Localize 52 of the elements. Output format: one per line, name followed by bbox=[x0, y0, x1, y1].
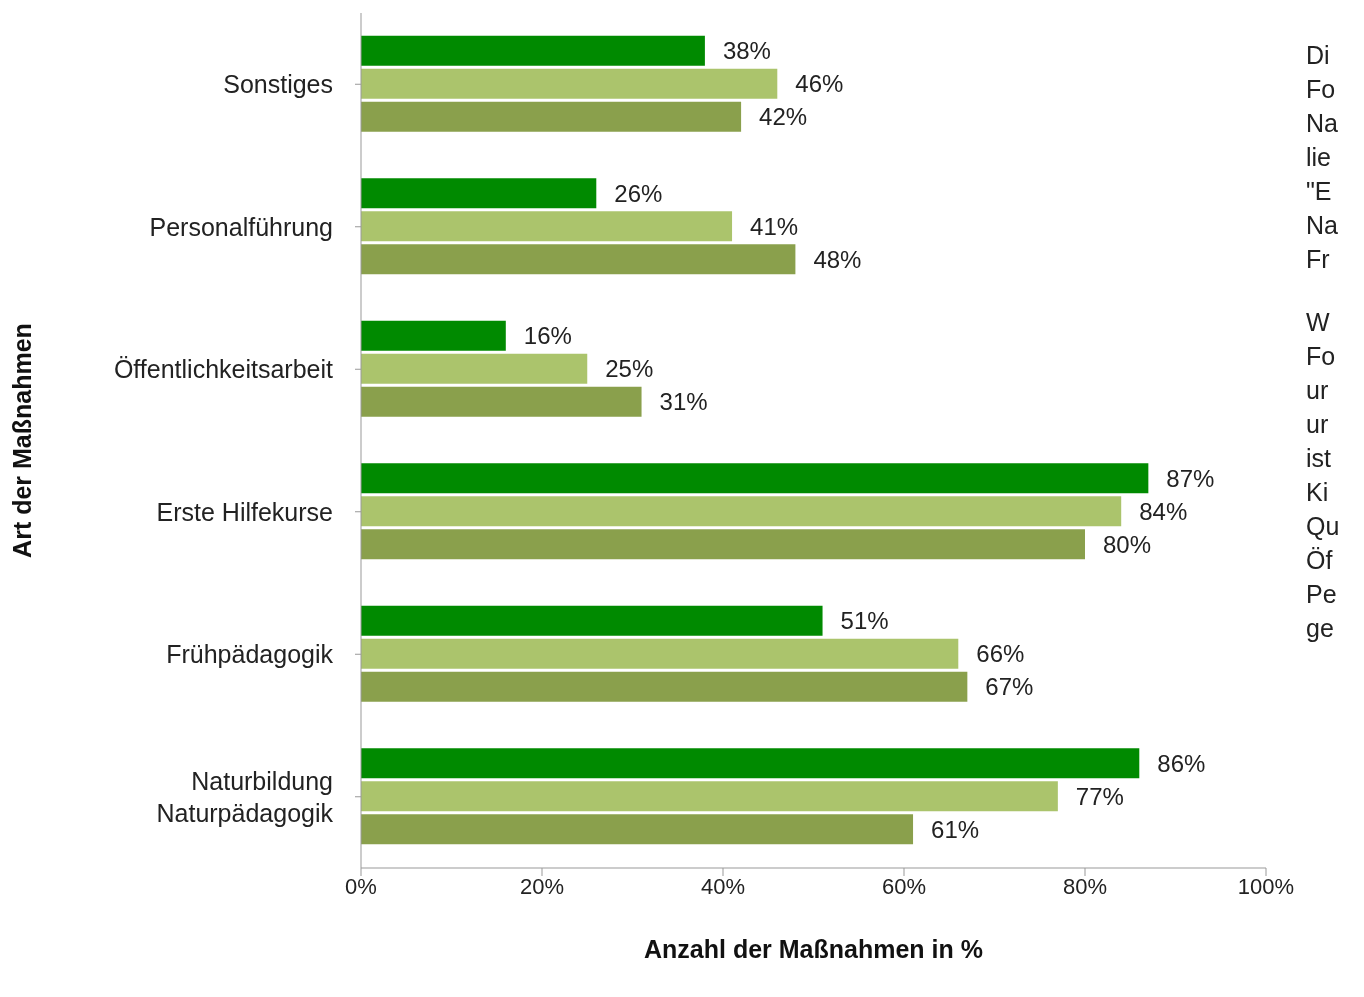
data-label: 77% bbox=[1075, 782, 1124, 810]
data-label: 16% bbox=[523, 322, 572, 350]
x-tick-label: 0% bbox=[345, 873, 377, 899]
data-label: 84% bbox=[1139, 497, 1188, 525]
x-axis-title: Anzahl der Maßnahmen in % bbox=[644, 935, 983, 963]
bar bbox=[361, 35, 705, 66]
y-axis-title: Art der Maßnahmen bbox=[7, 323, 36, 558]
bar bbox=[361, 605, 823, 636]
x-tick-label: 40% bbox=[700, 873, 746, 899]
data-label: 48% bbox=[813, 245, 862, 273]
data-label: 86% bbox=[1157, 749, 1206, 777]
x-tick-label: 80% bbox=[1062, 873, 1108, 899]
y-tick-label: Naturbildung Naturpädagogik bbox=[156, 766, 334, 827]
x-tick-label: 100% bbox=[1237, 873, 1295, 899]
data-label: 66% bbox=[976, 640, 1025, 668]
y-tick-label: Sonstiges bbox=[223, 70, 333, 98]
text: W Fo ur ur ist Ki Qu Öf Pe ge bbox=[1306, 308, 1340, 642]
bar bbox=[361, 178, 597, 209]
data-label: 26% bbox=[614, 179, 663, 207]
data-label: 46% bbox=[795, 70, 844, 98]
data-label: 41% bbox=[750, 212, 799, 240]
bar bbox=[361, 496, 1122, 527]
bar bbox=[361, 68, 778, 99]
bar bbox=[361, 671, 968, 702]
data-label: 25% bbox=[605, 355, 654, 383]
data-label: 67% bbox=[985, 673, 1034, 701]
y-tick-label: Öffentlichkeitsarbeit bbox=[113, 355, 334, 383]
data-label: 61% bbox=[931, 815, 980, 843]
data-label: 31% bbox=[659, 388, 708, 416]
bar bbox=[361, 781, 1058, 812]
x-tick-label: 20% bbox=[519, 873, 565, 899]
x-tick-label: 60% bbox=[881, 873, 927, 899]
y-tick-label: Frühpädagogik bbox=[166, 640, 334, 668]
bar bbox=[361, 529, 1085, 560]
bar bbox=[361, 814, 914, 845]
bar bbox=[361, 748, 1140, 779]
data-label: 51% bbox=[840, 607, 889, 635]
text: Di Fo Na lie "E Na Fr bbox=[1306, 40, 1338, 275]
bar bbox=[361, 386, 642, 417]
bar bbox=[361, 244, 796, 275]
y-tick-label: Erste Hilfekurse bbox=[156, 497, 333, 526]
bar bbox=[361, 638, 959, 669]
data-label: 87% bbox=[1166, 464, 1215, 492]
data-label: 38% bbox=[722, 37, 771, 65]
y-tick-label: Personalführung bbox=[149, 212, 333, 241]
bar bbox=[361, 101, 742, 132]
data-label: 42% bbox=[759, 103, 808, 131]
bar bbox=[361, 463, 1149, 494]
data-label: 80% bbox=[1103, 530, 1152, 558]
bar bbox=[361, 211, 733, 242]
bar bbox=[361, 353, 588, 384]
bar bbox=[361, 320, 506, 351]
